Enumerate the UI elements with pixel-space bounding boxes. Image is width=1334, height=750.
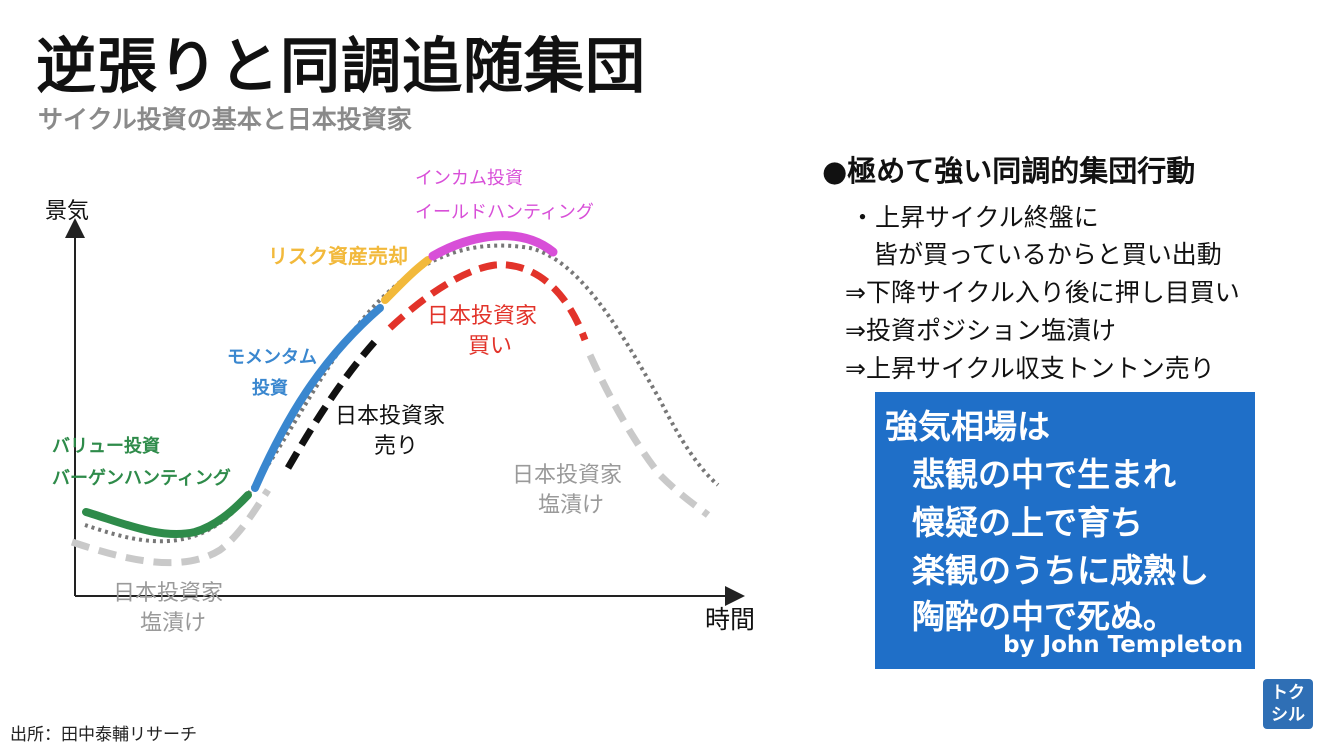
jp-sell-segment [284,335,381,470]
jp-buy-segment [387,261,589,342]
channel-logo: トク シル [1263,679,1313,729]
quote-box: 強気相場は 悲観の中で生まれ 懐疑の上で育ち 楽観のうちに成熟し 陶酔の中で死ぬ… [875,392,1255,669]
channel-logo-line-1: トク [1271,683,1305,703]
x-axis-label: 時間 [705,605,756,634]
cycle-diagram: 景気 時間 バリュー投資 バーゲンハンティング モメンタム 投資 リスク資産売却… [45,168,756,636]
jp-sell-label-2: 売り [374,434,419,459]
momentum-label-1: モメンタム [227,347,317,368]
jp-buy-label-1: 日本投資家 [427,304,538,329]
cycle-curve [84,243,720,544]
value-label-2: バーゲンハンティング [52,468,231,489]
page-title: 逆張りと同調追随集団 [36,32,646,102]
quote-line-1: 強気相場は [885,407,1050,446]
note-point-5: ⇒上昇サイクル収支トントン売り [845,354,1215,383]
quote-author: by John Templeton [1003,632,1243,658]
cycle-diagram-svg [65,218,745,606]
channel-logo-line-2: シル [1271,705,1305,725]
note-point-1: ・上昇サイクル終盤に [850,203,1099,232]
quote-line-5: 陶酔の中で死ぬ。 [912,597,1176,636]
jp-sell-label-1: 日本投資家 [335,404,446,429]
jp-buy-label-2: 買い [468,334,513,359]
income-label-1: インカム投資 [415,168,523,189]
notes-heading: ●極めて強い同調的集団行動 [822,154,1196,188]
jp-hold-left-label-2: 塩漬け [140,611,207,636]
jp-hold-right-label-1: 日本投資家 [512,463,623,488]
note-point-2: 皆が買っているからと買い出動 [873,240,1222,269]
jp-hold-curve-left [70,488,271,567]
note-point-3: ⇒下降サイクル入り後に押し目買い [845,278,1240,307]
source-note: 出所：田中泰輔リサーチ [10,725,197,745]
income-label-2: イールドハンティング [415,202,594,223]
risk-sale-segment [381,256,432,304]
risk-sale-label: リスク資産売却 [268,244,408,268]
quote-line-2: 悲観の中で生まれ [912,455,1176,494]
value-label-1: バリュー投資 [52,436,160,457]
value-segment [82,491,252,538]
note-point-4: ⇒投資ポジション塩漬け [845,316,1116,345]
page-subtitle: サイクル投資の基本と日本投資家 [38,105,412,134]
jp-hold-right-label-2: 塩漬け [538,493,605,518]
jp-hold-left-label-1: 日本投資家 [113,581,224,606]
momentum-segment [251,304,384,492]
momentum-label-2: 投資 [252,378,288,399]
quote-line-3: 懐疑の上で育ち [912,503,1143,542]
y-axis-label: 景気 [45,199,90,224]
quote-line-4: 楽観のうちに成熟し [912,551,1209,590]
income-segment [428,231,558,261]
jp-hold-curve-right [586,353,711,518]
